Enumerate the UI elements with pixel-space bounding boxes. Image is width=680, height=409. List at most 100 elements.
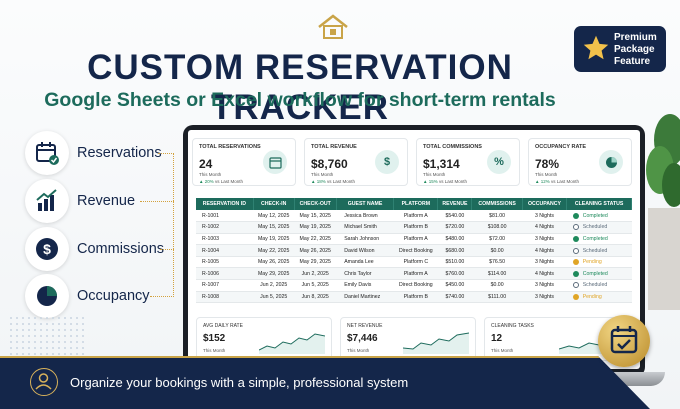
dollar-icon: $ xyxy=(375,150,399,174)
connector xyxy=(150,296,174,297)
connector xyxy=(160,249,174,250)
table-cell: R-1001 xyxy=(196,210,254,223)
table-cell: Jun 5, 2025 xyxy=(294,279,337,292)
kpi-title: TOTAL RESERVATIONS xyxy=(199,144,261,150)
footer-banner: Organize your bookings with a simple, pr… xyxy=(0,356,650,409)
table-cell: May 15, 2025 xyxy=(253,221,295,234)
column-header: RESERVATION ID xyxy=(196,198,254,210)
table-row: R-1008 Jun 5, 2025 Jun 8, 2025 Daniel Marti… xyxy=(196,291,632,304)
table-cell: R-1002 xyxy=(196,221,254,234)
kpi-value: 24 xyxy=(199,157,213,171)
kpi-card-revenue: TOTAL REVENUE $8,760 This Month ▲ 18% vs… xyxy=(304,138,408,186)
pie-chart-icon xyxy=(599,150,623,174)
kpi-sub: This Month xyxy=(535,172,558,177)
delta-value: ▲ 12% xyxy=(535,179,550,184)
table-cell: May 29, 2025 xyxy=(294,256,337,269)
table-cell: $114.00 xyxy=(471,267,523,281)
table-cell: $540.00 xyxy=(437,210,472,223)
kpi-card-reservations: TOTAL RESERVATIONS 24 This Month ▲ 20% v… xyxy=(192,138,296,186)
status-dot xyxy=(572,212,579,219)
reservations-table: RESERVATION ID CHECK-IN CHECK-OUT GUEST NAM… xyxy=(196,198,632,304)
table-cell: Platform A xyxy=(393,233,438,246)
house-icon xyxy=(318,14,348,39)
table-row: R-1001 May 12, 2025 May 15, 2025 Jessica Br… xyxy=(196,210,632,223)
status-text: Scheduled xyxy=(582,282,608,289)
table-cell: May 22, 2025 xyxy=(253,244,295,257)
delta-text: vs Last Month xyxy=(549,179,579,184)
table-cell: $0.00 xyxy=(471,244,523,257)
mini-value: $152 xyxy=(203,333,226,344)
table-cell: Chris Taylor xyxy=(336,267,394,281)
table-cell: $720.00 xyxy=(437,221,472,234)
table-cell: Platform C xyxy=(393,256,438,269)
mini-card-net-revenue: NET REVENUE $7,446 This Month xyxy=(340,317,476,361)
table-cell: Jun 2, 2025 xyxy=(253,279,295,292)
table-cell: May 19, 2025 xyxy=(294,221,337,234)
connector xyxy=(158,153,174,154)
status-text: Completed xyxy=(582,270,608,277)
premium-badge: Premium Package Feature xyxy=(574,26,666,72)
table-cell: Daniel Martinez xyxy=(336,291,394,304)
mini-title: CLEANING TASKS xyxy=(491,323,534,329)
status-dot xyxy=(572,259,579,266)
table-cell: $76.50 xyxy=(471,256,523,269)
table-cell: 3 Nights xyxy=(522,291,567,304)
mini-card-adr: AVG DAILY RATE $152 This Month xyxy=(196,317,332,361)
status-dot xyxy=(572,270,579,277)
table-cell: 3 Nights xyxy=(522,233,567,246)
feature-commissions: $ Commissions xyxy=(25,227,164,271)
page-title: CUSTOM RESERVATION TRACKER xyxy=(87,48,513,127)
cleaning-status: Scheduled xyxy=(567,224,632,231)
kpi-value: $1,314 xyxy=(423,157,460,171)
table-cell: Jun 8, 2025 xyxy=(294,291,337,304)
table-cell: May 29, 2025 xyxy=(253,267,295,281)
table-cell: David Wilson xyxy=(336,244,394,257)
table-cell: $760.00 xyxy=(437,267,472,281)
table-cell: $740.00 xyxy=(437,291,472,304)
bar-chart-icon xyxy=(36,189,57,211)
column-header: GUEST NAME xyxy=(336,198,395,210)
table-row: R-1005 May 26, 2025 May 29, 2025 Amanda Lee… xyxy=(196,256,632,269)
kpi-delta: ▲ 15% vs Last Month xyxy=(423,179,467,184)
kpi-delta: ▲ 20% vs Last Month xyxy=(199,179,243,184)
badge-line-1: Premium xyxy=(614,32,657,43)
table-cell: $81.00 xyxy=(471,210,523,223)
delta-value: ▲ 18% xyxy=(311,179,326,184)
column-header: CHECK-OUT xyxy=(294,198,337,210)
status-text: Completed xyxy=(582,235,608,242)
table-cell: R-1006 xyxy=(196,267,254,281)
table-cell: R-1005 xyxy=(196,256,254,269)
mini-title: AVG DAILY RATE xyxy=(203,323,243,329)
column-header: COMMISSIONS xyxy=(471,198,523,210)
table-cell: Michael Smith xyxy=(336,221,394,234)
page-subtitle: Google Sheets or Excel workflow for shor… xyxy=(44,89,556,111)
table-cell: Direct Booking xyxy=(393,279,438,292)
mini-title: NET REVENUE xyxy=(347,323,383,329)
status-text: Pending xyxy=(582,259,602,266)
table-cell: $480.00 xyxy=(437,233,472,246)
footer-text: Organize your bookings with a simple, pr… xyxy=(70,375,409,390)
table-cell: Emily Davis xyxy=(336,279,394,292)
kpi-card-commissions: TOTAL COMMISSIONS $1,314 This Month ▲ 15… xyxy=(416,138,520,186)
status-text: Scheduled xyxy=(582,224,608,231)
table-cell: Completed xyxy=(566,210,632,223)
table-cell: May 15, 2025 xyxy=(294,210,337,223)
table-cell: Jessica Brown xyxy=(336,210,394,223)
kpi-value: 78% xyxy=(535,157,560,171)
table-cell: May 19, 2025 xyxy=(253,233,295,246)
dashboard-screen: TOTAL RESERVATIONS 24 This Month ▲ 20% v… xyxy=(188,130,640,369)
status-dot xyxy=(572,247,579,254)
kpi-sub: This Month xyxy=(199,172,222,177)
person-icon xyxy=(30,368,58,396)
status-text: Pending xyxy=(582,293,602,300)
status-dot xyxy=(572,235,579,242)
kpi-title: TOTAL REVENUE xyxy=(311,144,357,150)
table-cell: May 26, 2025 xyxy=(253,256,295,269)
table-cell: Platform B xyxy=(393,291,438,304)
table-cell: $72.00 xyxy=(471,233,523,246)
kpi-delta: ▲ 12% vs Last Month xyxy=(535,179,579,184)
mini-value: 12 xyxy=(491,333,503,344)
table-body: R-1001 May 12, 2025 May 15, 2025 Jessica Br… xyxy=(196,210,632,304)
kpi-card-occupancy: OCCUPANCY RATE 78% This Month ▲ 12% vs L… xyxy=(528,138,632,186)
mini-sub: This Month xyxy=(491,348,514,353)
